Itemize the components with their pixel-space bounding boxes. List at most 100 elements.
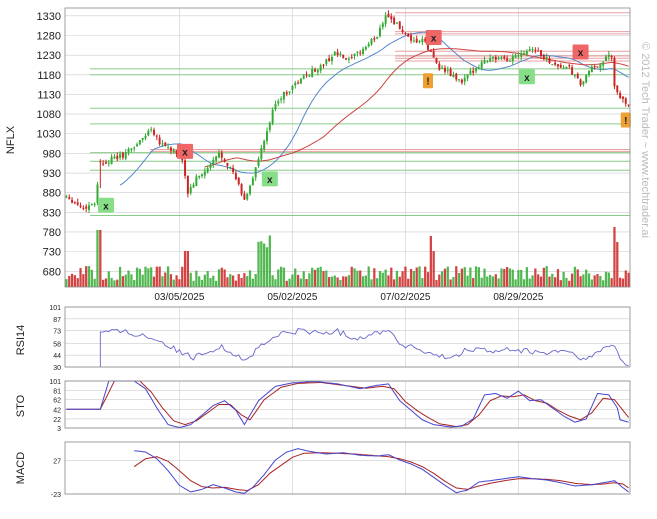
- candle-body: [240, 184, 243, 195]
- price-tick-label: 1130: [37, 89, 61, 101]
- volume-bar: [627, 272, 630, 287]
- price-tick-label: 1230: [37, 50, 61, 62]
- candle-body: [540, 50, 543, 56]
- volume-bar: [195, 270, 198, 287]
- candle-body: [229, 167, 232, 169]
- volume-bar: [517, 270, 520, 287]
- volume-bar: [370, 279, 373, 287]
- volume-bar: [342, 276, 345, 287]
- candle-body: [328, 58, 331, 62]
- volume-bar: [607, 272, 610, 287]
- candle-body: [412, 40, 415, 42]
- signal-buy-label: x: [267, 175, 273, 186]
- candle-body: [381, 23, 384, 28]
- macd-axis-label: MACD: [15, 452, 27, 484]
- volume-bar: [539, 276, 543, 287]
- volume-bar: [624, 270, 627, 287]
- candle-body: [455, 73, 458, 80]
- candle-body: [186, 175, 189, 194]
- candle-body: [257, 159, 260, 167]
- candle-body: [104, 162, 107, 164]
- volume-bar: [489, 274, 492, 287]
- candle-body: [545, 57, 548, 60]
- volume-bar: [229, 274, 232, 287]
- volume-bar: [246, 276, 249, 287]
- volume-bar: [135, 267, 139, 287]
- candle-body: [378, 27, 381, 37]
- volume-bar: [452, 276, 455, 287]
- volume-bar: [220, 267, 223, 287]
- volume-bar: [503, 269, 506, 287]
- volume-bar: [599, 275, 602, 287]
- sto-axis-label: STO: [15, 394, 27, 417]
- volume-bar: [118, 266, 122, 287]
- candle-body: [102, 163, 105, 165]
- candle-body: [206, 167, 209, 173]
- candle-body: [452, 75, 455, 78]
- candle-body: [624, 98, 627, 104]
- volume-bar: [82, 274, 85, 287]
- macd-main-line: [134, 448, 629, 494]
- candle-body: [322, 64, 325, 66]
- signal-buy-badge: [97, 197, 114, 213]
- volume-bar: [166, 266, 170, 287]
- candle-body: [201, 174, 204, 177]
- candle-body: [291, 86, 294, 90]
- candle-body: [158, 137, 161, 145]
- volume-bar: [215, 280, 218, 287]
- volume-bar: [449, 279, 452, 287]
- price-tick-label: 1280: [37, 31, 61, 43]
- price-axis-label: NFLX: [5, 125, 17, 154]
- candle-body: [243, 193, 246, 200]
- volume-bar: [203, 274, 206, 287]
- candle-body: [96, 184, 99, 203]
- volume-bar: [333, 275, 336, 287]
- candle-body: [119, 153, 122, 158]
- candle-body: [330, 56, 333, 62]
- candle-body: [192, 184, 195, 188]
- candle-body: [517, 55, 520, 57]
- candle-body: [220, 152, 223, 158]
- volume-bar: [364, 275, 367, 287]
- candle-body: [599, 64, 602, 69]
- candle-body: [314, 69, 317, 72]
- candle-body: [573, 74, 576, 76]
- volume-bar: [432, 251, 435, 287]
- volume-bar: [347, 275, 351, 287]
- candle-body: [395, 22, 398, 24]
- candle-body: [401, 29, 404, 32]
- candle-body: [537, 50, 540, 52]
- candle-body: [449, 68, 452, 77]
- volume-bar: [217, 269, 221, 287]
- sto-signal-line: [66, 380, 629, 428]
- candle-body: [85, 206, 88, 209]
- candle-body: [130, 148, 133, 150]
- volume-bar: [322, 271, 325, 287]
- volume-bar: [141, 274, 144, 287]
- candle-body: [215, 156, 218, 161]
- candle-body: [164, 142, 167, 147]
- candle-body: [556, 64, 559, 67]
- candle-body: [99, 161, 102, 163]
- candle-body: [390, 16, 393, 20]
- candle-body: [604, 56, 607, 62]
- volume-bar: [263, 243, 266, 287]
- volume-bar: [508, 268, 512, 287]
- candle-body: [393, 17, 396, 25]
- volume-bar: [325, 270, 328, 287]
- volume-bar: [381, 272, 384, 287]
- volume-bar: [285, 280, 288, 287]
- candle-body: [514, 55, 517, 58]
- signal-sell-badge: [177, 143, 194, 159]
- candle-body: [362, 48, 365, 54]
- candle-body: [494, 56, 497, 60]
- volume-bar: [585, 269, 588, 287]
- candle-body: [559, 64, 562, 68]
- candle-body: [209, 164, 212, 168]
- candle-body: [427, 41, 430, 50]
- candle-body: [336, 52, 339, 56]
- price-panel-frame: [64, 7, 631, 288]
- volume-bar: [570, 273, 574, 287]
- volume-bar: [336, 277, 339, 287]
